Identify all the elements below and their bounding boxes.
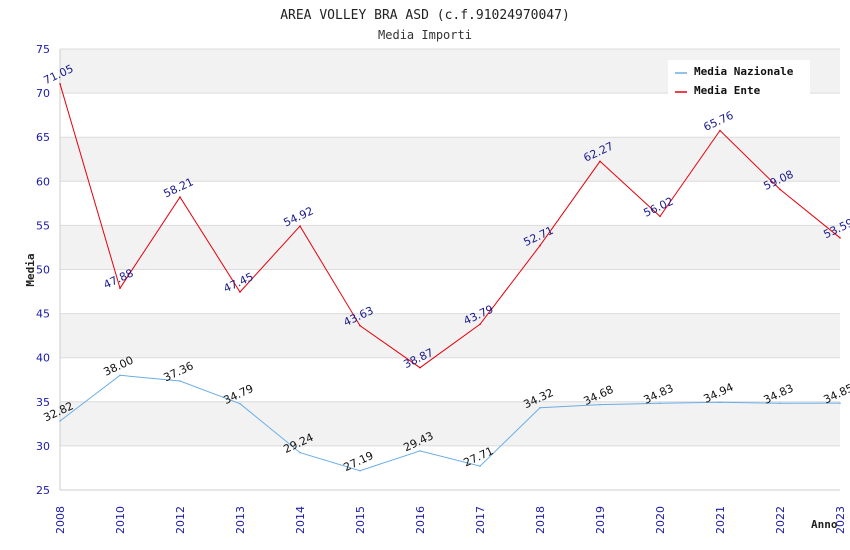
data-point-media-nazionale: [119, 374, 121, 377]
plot-background: [60, 49, 840, 490]
y-tick-label: 55: [36, 219, 50, 232]
x-tick-label: 2008: [54, 506, 67, 534]
x-tick-label: 2022: [774, 506, 787, 534]
x-tick-label: 2018: [534, 506, 547, 534]
y-tick-label: 30: [36, 440, 50, 453]
data-point-media-ente: [359, 324, 361, 327]
plot-band: [60, 401, 840, 446]
x-tick-label: 2012: [174, 506, 187, 534]
y-tick-label: 60: [36, 175, 50, 188]
plot-band: [60, 181, 840, 226]
data-point-media-ente: [839, 237, 841, 239]
data-point-media-nazionale: [719, 401, 721, 404]
chart-subtitle: Media Importi: [378, 28, 472, 42]
data-point-media-nazionale: [539, 406, 541, 409]
plot-band: [60, 445, 840, 490]
data-point-media-ente: [239, 291, 241, 293]
series-line-media-ente: [59, 83, 841, 369]
data-point-media-nazionale: [599, 403, 601, 406]
legend-box: [668, 60, 810, 98]
x-tick-label: 2020: [654, 506, 667, 534]
series-line-media-nazionale: [59, 374, 841, 472]
chart-title: AREA VOLLEY BRA ASD (c.f.91024970047): [280, 8, 570, 23]
y-tick-label: 75: [36, 43, 50, 56]
y-tick-label: 40: [36, 352, 50, 365]
x-tick-label: 2010: [114, 506, 127, 534]
data-point-media-ente: [179, 196, 181, 198]
series-lines: [59, 83, 841, 472]
plot-band: [60, 137, 840, 182]
data-point-media-ente: [779, 188, 781, 191]
x-axis-ticks: 2008 2010 2012 2013 2014 2015 2016 2017 2018 2019…: [54, 506, 847, 534]
y-axis-label: Media: [24, 253, 37, 286]
data-point-media-nazionale: [779, 402, 781, 405]
legend: Media Nazionale Media Ente: [668, 60, 810, 98]
y-tick-label: 65: [36, 131, 50, 144]
legend-label-media-nazionale: Media Nazionale: [694, 65, 794, 78]
y-tick-label: 35: [36, 396, 50, 409]
plot-band: [60, 93, 840, 138]
x-tick-label: 2015: [354, 506, 367, 534]
data-point-media-nazionale: [59, 420, 61, 422]
data-point-media-nazionale: [359, 469, 361, 472]
y-axis-ticks: 25 30 35 40 45 50 55 60 65 70 75: [36, 43, 50, 497]
plot-band: [60, 313, 840, 358]
x-tick-label: 2023: [834, 506, 847, 534]
legend-label-media-ente: Media Ente: [694, 84, 761, 97]
data-point-media-nazionale: [239, 402, 241, 405]
x-tick-label: 2017: [474, 506, 487, 534]
data-point-media-ente: [119, 287, 121, 289]
data-point-media-ente: [479, 323, 481, 326]
data-point-media-ente: [539, 244, 541, 247]
data-point-media-nazionale: [839, 402, 841, 404]
y-tick-label: 70: [36, 87, 50, 100]
plot-band: [60, 269, 840, 314]
gridlines: [59, 48, 840, 491]
x-tick-label: 2016: [414, 506, 427, 534]
data-point-media-nazionale: [479, 465, 481, 467]
plot-band: [60, 357, 840, 402]
data-point-media-nazionale: [299, 451, 301, 454]
data-point-media-nazionale: [419, 450, 421, 452]
y-tick-label: 25: [36, 484, 50, 497]
data-point-media-nazionale: [179, 380, 181, 382]
x-tick-label: 2014: [294, 506, 307, 534]
y-tick-label: 50: [36, 264, 50, 277]
data-point-media-ente: [599, 160, 601, 163]
x-axis-label: Anno: [811, 518, 838, 531]
data-point-media-ente: [659, 215, 661, 218]
data-point-media-nazionale: [659, 402, 661, 405]
plot-band: [60, 225, 840, 270]
x-tick-label: 2013: [234, 506, 247, 534]
x-tick-label: 2019: [594, 506, 607, 534]
y-tick-label: 45: [36, 308, 50, 321]
data-point-media-ente: [299, 225, 301, 227]
x-tick-label: 2021: [714, 506, 727, 534]
data-point-media-ente: [719, 129, 721, 132]
data-point-media-ente: [419, 366, 421, 369]
data-point-media-ente: [59, 83, 61, 85]
